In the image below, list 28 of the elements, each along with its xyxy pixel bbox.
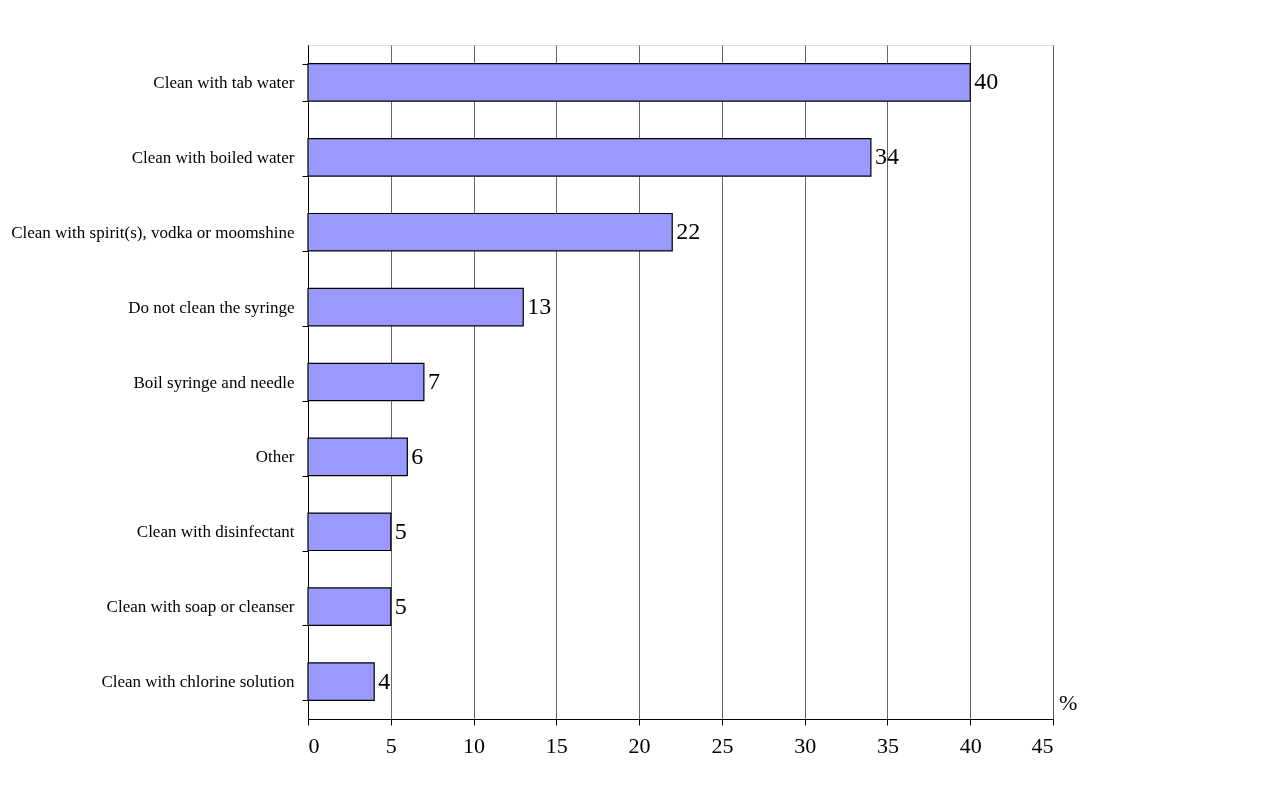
data-label: 22 [676,218,701,245]
y-tick-label: Clean with chlorine solution [101,672,295,692]
x-tick-label: 30 [794,732,817,758]
y-tick-label: Clean with boiled water [131,147,295,167]
data-label: 6 [411,442,424,469]
y-tick-label: Boil syringe and needle [133,372,295,392]
data-label: 5 [394,592,407,619]
data-label: 13 [527,293,552,320]
y-tick-label: Clean with spirit(s), vodka or moomshine [11,222,295,242]
x-tick-label: 45 [1031,732,1054,758]
y-tick-label: Clean with tab water [153,72,295,92]
x-axis-title: % [1059,690,1078,715]
data-label: 4 [378,667,391,694]
data-label: 5 [394,517,407,544]
x-tick-label: 10 [463,732,486,758]
x-tick-label: 40 [959,732,982,758]
x-tick-label: 25 [711,732,734,758]
y-tick-label: Clean with soap or cleanser [106,597,295,617]
y-tick-label: Do not clean the syringe [128,297,295,317]
x-tick-label: 20 [628,732,651,758]
x-tick-label: 35 [876,732,899,758]
x-tick-label: 5 [385,732,397,758]
y-tick-label: Other [255,447,295,467]
x-tick-label: 15 [545,732,568,758]
data-label: 7 [427,368,440,394]
y-tick-label: Clean with disinfectant [136,522,295,542]
x-tick-label: 0 [308,732,320,758]
data-label: 40 [974,68,999,95]
